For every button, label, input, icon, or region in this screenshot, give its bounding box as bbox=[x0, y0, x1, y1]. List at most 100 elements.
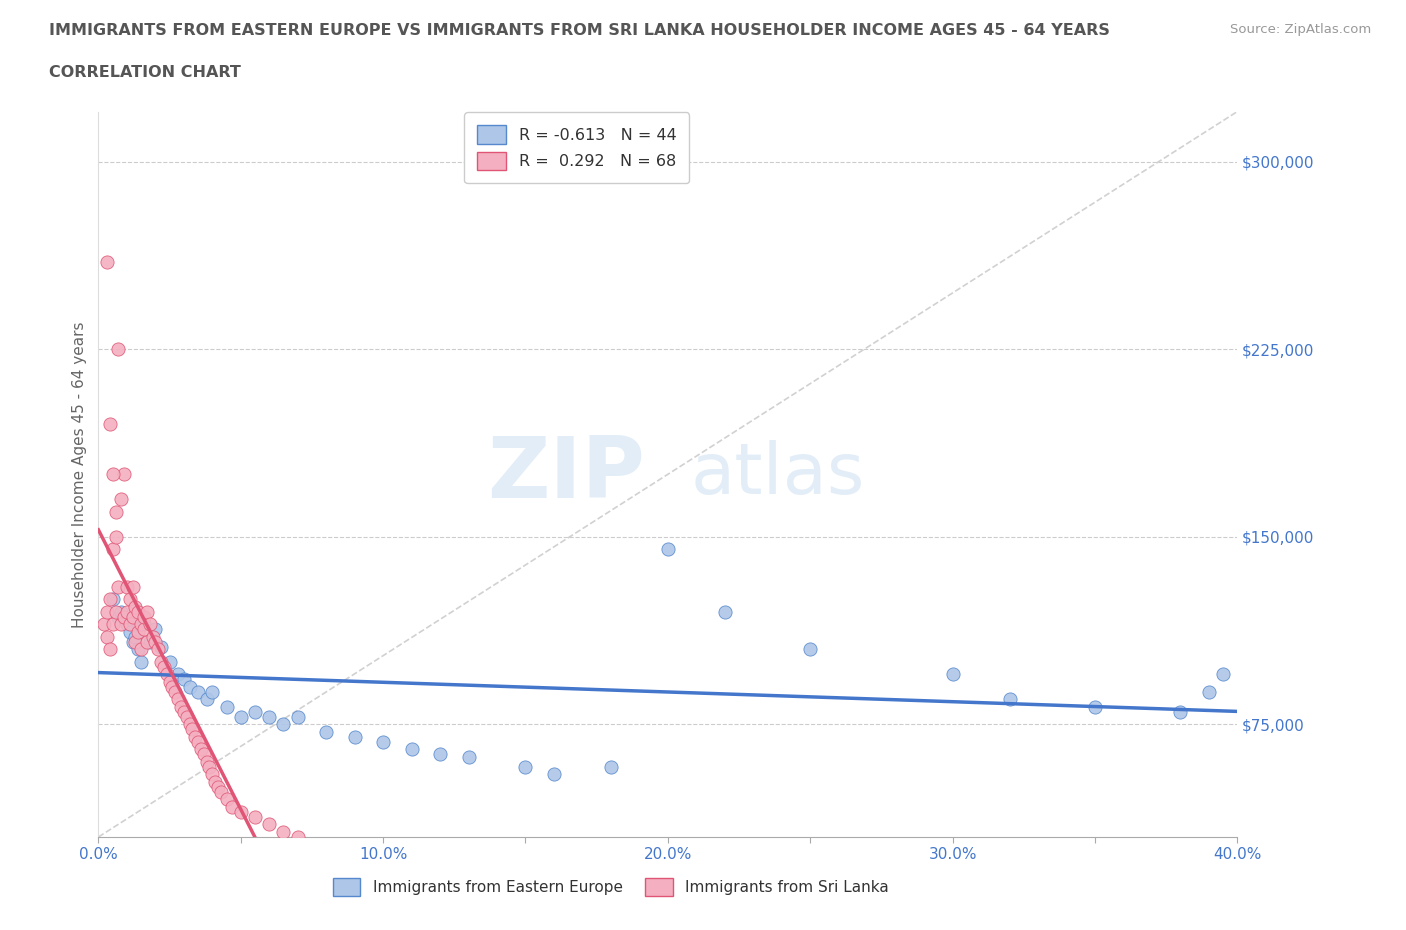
Point bbox=[129, 642, 152, 657]
Point bbox=[96, 254, 118, 269]
Point bbox=[457, 750, 479, 764]
Point bbox=[104, 529, 127, 544]
Point bbox=[98, 642, 121, 657]
Point bbox=[1170, 705, 1192, 720]
Text: Source: ZipAtlas.com: Source: ZipAtlas.com bbox=[1230, 23, 1371, 36]
Point bbox=[96, 630, 118, 644]
Point bbox=[115, 579, 138, 594]
Point bbox=[229, 710, 252, 724]
Point bbox=[107, 579, 129, 594]
Point bbox=[121, 609, 143, 624]
Point bbox=[135, 634, 157, 649]
Point bbox=[118, 591, 141, 606]
Point bbox=[373, 735, 395, 750]
Point bbox=[942, 667, 965, 682]
Point bbox=[124, 634, 146, 649]
Point bbox=[150, 640, 173, 655]
Point bbox=[153, 659, 176, 674]
Point bbox=[221, 800, 243, 815]
Point bbox=[101, 467, 124, 482]
Point bbox=[195, 692, 218, 707]
Point bbox=[110, 492, 132, 507]
Point bbox=[195, 754, 218, 769]
Point bbox=[343, 729, 366, 744]
Point bbox=[118, 624, 141, 639]
Point bbox=[543, 767, 565, 782]
Point bbox=[657, 542, 679, 557]
Text: ZIP: ZIP bbox=[488, 432, 645, 516]
Point bbox=[98, 591, 121, 606]
Point bbox=[124, 630, 146, 644]
Point bbox=[145, 634, 167, 649]
Point bbox=[138, 617, 160, 631]
Point bbox=[187, 684, 209, 699]
Point bbox=[162, 680, 184, 695]
Point bbox=[127, 624, 149, 639]
Point bbox=[121, 579, 143, 594]
Point bbox=[179, 680, 201, 695]
Point bbox=[184, 729, 207, 744]
Text: CORRELATION CHART: CORRELATION CHART bbox=[49, 65, 240, 80]
Point bbox=[104, 604, 127, 619]
Point bbox=[121, 634, 143, 649]
Legend: Immigrants from Eastern Europe, Immigrants from Sri Lanka: Immigrants from Eastern Europe, Immigran… bbox=[326, 872, 896, 902]
Point bbox=[201, 684, 224, 699]
Text: IMMIGRANTS FROM EASTERN EUROPE VS IMMIGRANTS FROM SRI LANKA HOUSEHOLDER INCOME A: IMMIGRANTS FROM EASTERN EUROPE VS IMMIGR… bbox=[49, 23, 1111, 38]
Point bbox=[148, 642, 170, 657]
Point bbox=[273, 717, 295, 732]
Point bbox=[107, 342, 129, 357]
Point bbox=[243, 809, 266, 824]
Point bbox=[204, 775, 226, 790]
Point bbox=[1084, 699, 1107, 714]
Point bbox=[132, 609, 155, 624]
Point bbox=[129, 655, 152, 670]
Point bbox=[215, 699, 238, 714]
Point bbox=[138, 634, 160, 649]
Point bbox=[190, 742, 212, 757]
Point bbox=[273, 825, 295, 840]
Point bbox=[173, 705, 195, 720]
Point bbox=[112, 609, 135, 624]
Point bbox=[259, 817, 281, 832]
Point bbox=[93, 617, 115, 631]
Point bbox=[165, 684, 187, 699]
Point bbox=[714, 604, 737, 619]
Point bbox=[132, 617, 155, 631]
Point bbox=[159, 674, 181, 689]
Point bbox=[187, 735, 209, 750]
Point bbox=[201, 767, 224, 782]
Point bbox=[110, 617, 132, 631]
Point bbox=[209, 785, 232, 800]
Point bbox=[135, 604, 157, 619]
Point bbox=[429, 747, 451, 762]
Point bbox=[96, 604, 118, 619]
Point bbox=[110, 604, 132, 619]
Point bbox=[176, 710, 198, 724]
Point bbox=[145, 622, 167, 637]
Point bbox=[107, 609, 129, 624]
Point bbox=[179, 717, 201, 732]
Point bbox=[401, 742, 423, 757]
Point bbox=[287, 830, 309, 844]
Point bbox=[112, 467, 135, 482]
Point bbox=[115, 617, 138, 631]
Point bbox=[998, 692, 1021, 707]
Point bbox=[207, 779, 229, 794]
Point bbox=[101, 591, 124, 606]
Point bbox=[515, 760, 537, 775]
Point bbox=[129, 617, 152, 631]
Point bbox=[101, 542, 124, 557]
Point bbox=[173, 672, 195, 687]
Point bbox=[141, 630, 163, 644]
Point bbox=[229, 804, 252, 819]
Point bbox=[101, 617, 124, 631]
Point bbox=[167, 667, 190, 682]
Point bbox=[127, 604, 149, 619]
Point bbox=[1198, 684, 1220, 699]
Point bbox=[1212, 667, 1234, 682]
Point bbox=[104, 504, 127, 519]
Point bbox=[170, 699, 193, 714]
Y-axis label: Householder Income Ages 45 - 64 years: Householder Income Ages 45 - 64 years bbox=[72, 321, 87, 628]
Point bbox=[159, 655, 181, 670]
Point bbox=[156, 667, 179, 682]
